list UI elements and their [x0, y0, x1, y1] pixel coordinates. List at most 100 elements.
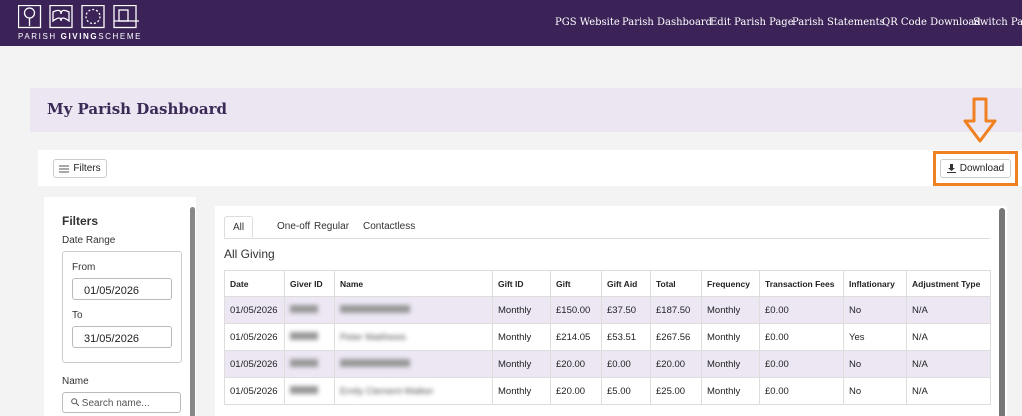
column-header: Name	[334, 270, 493, 297]
table-cell: £0.00	[601, 350, 651, 378]
tab[interactable]: Contactless	[363, 221, 416, 232]
table-cell: Monthly	[492, 296, 551, 324]
cell-text: £20.00	[556, 385, 586, 397]
cell-text: N/A	[912, 385, 928, 397]
table-cell: £187.50	[650, 296, 702, 324]
table-row: 01/05/2026 Peter Matthews Monthly £214.05 £5…	[224, 323, 991, 351]
field-label: From	[72, 262, 96, 273]
sidebar-title: Filters	[62, 214, 99, 228]
cell-text: N/A	[912, 331, 928, 343]
tab[interactable]: One-off	[277, 221, 311, 232]
table-cell: No	[843, 296, 907, 324]
toolbar	[38, 150, 1022, 186]
cell-text: £0.00	[607, 358, 631, 370]
cell-text: Yes	[849, 331, 865, 343]
nav-link[interactable]: PGS Website	[555, 17, 620, 28]
cell-text: Monthly	[707, 331, 741, 343]
cell-text: £25.00	[656, 385, 686, 397]
tab[interactable]: Regular	[314, 221, 350, 232]
cell-text: N/A	[912, 304, 928, 316]
table-cell: £5.00	[601, 377, 651, 405]
nav-link[interactable]: Edit Parish Page	[710, 17, 794, 28]
table-cell: No	[843, 377, 907, 405]
highlight-box	[933, 151, 1018, 186]
redacted-block	[290, 304, 318, 313]
button-label: Filters	[73, 163, 101, 174]
nav-link[interactable]: QR Code Download	[882, 17, 981, 28]
search-icon	[71, 398, 80, 407]
cell-text: £5.00	[607, 385, 631, 397]
table-cell: £25.00	[650, 377, 702, 405]
cell-text: £53.51	[607, 331, 637, 343]
table-cell: Emily Clement-Walker	[334, 377, 493, 405]
search-input[interactable]: Search name...	[62, 392, 181, 413]
table-cell: Monthly	[492, 377, 551, 405]
blurred-name: Peter Matthews	[340, 331, 406, 343]
logo-word: PARISH	[18, 32, 57, 41]
nav-link[interactable]: Parish Dashboard	[622, 17, 713, 28]
nav-link[interactable]: Switch Paris	[973, 17, 1022, 28]
header-row: Date Giver ID Name Gift ID Gift Gift Aid Total…	[224, 270, 991, 297]
input-value: 31/05/2026	[84, 333, 140, 345]
column-header: Gift ID	[492, 270, 551, 297]
nav-link[interactable]: Parish Statements	[792, 17, 885, 28]
cell-text: No	[849, 385, 862, 397]
table-cell: £20.00	[650, 350, 702, 378]
cell-text: Monthly	[498, 385, 532, 397]
filter-sidebar	[44, 197, 196, 416]
table-cell-redacted	[334, 350, 493, 378]
top-bar: PARISH GIVINGSCHEME PGS Website Parish D…	[0, 0, 1022, 46]
table-cell-redacted	[284, 323, 335, 351]
date-input[interactable]: 31/05/2026	[72, 326, 172, 348]
table-cell: £0.00	[759, 323, 844, 351]
field-label: To	[72, 310, 83, 321]
table-cell-redacted	[334, 296, 493, 324]
cell-text: £267.56	[656, 331, 691, 343]
table-cell: Monthly	[492, 323, 551, 351]
cell-text: Monthly	[498, 304, 532, 316]
table-body: 01/05/2026 Monthly £150.00 £37.50 £187.50 Mon…	[224, 296, 991, 405]
logo-icons	[18, 5, 139, 29]
table-cell: £267.56	[650, 323, 702, 351]
table-cell: Yes	[843, 323, 907, 351]
table-cell: £214.05	[550, 323, 602, 351]
table-row: 01/05/2026 Emily Clement-Walker Monthly £20…	[224, 377, 991, 405]
input-value: 01/05/2026	[84, 285, 140, 297]
date-input[interactable]: 01/05/2026	[72, 278, 172, 300]
column-header: Giver ID	[284, 270, 335, 297]
logo-text: PARISH GIVINGSCHEME	[18, 32, 142, 41]
table-cell: 01/05/2026	[224, 323, 285, 351]
column-header: Inflationary	[843, 270, 907, 297]
cell-text: £187.50	[656, 304, 691, 316]
filters-button[interactable]: Filters	[53, 159, 107, 178]
column-header: Gift	[550, 270, 602, 297]
blurred-name: Emily Clement-Walker	[340, 385, 434, 397]
table-cell: £53.51	[601, 323, 651, 351]
table-cell: N/A	[906, 296, 991, 324]
giving-table: Date Giver ID Name Gift ID Gift Gift Aid Total…	[224, 270, 991, 405]
table-cell: £0.00	[759, 350, 844, 378]
cell-text: Monthly	[707, 304, 741, 316]
tab-active[interactable]: All	[224, 216, 254, 238]
redacted-block	[290, 331, 318, 340]
cell-text: No	[849, 304, 862, 316]
scrollbar	[999, 208, 1005, 416]
table-cell: N/A	[906, 350, 991, 378]
table-cell: Monthly	[701, 296, 760, 324]
page-title: My Parish Dashboard	[47, 100, 227, 118]
column-header: Adjustment Type	[906, 270, 991, 297]
column-header: Transaction Fees	[759, 270, 844, 297]
menu-icon	[59, 165, 70, 172]
table-cell: N/A	[906, 377, 991, 405]
redacted-block	[340, 358, 410, 367]
table-cell: 01/05/2026	[224, 296, 285, 324]
download-button[interactable]: Download	[940, 159, 1011, 178]
cell-text: £37.50	[607, 304, 637, 316]
table-cell: 01/05/2026	[224, 377, 285, 405]
cell-text: £0.00	[765, 385, 789, 397]
annotation-arrow	[963, 97, 997, 143]
cell-text: £20.00	[656, 358, 686, 370]
